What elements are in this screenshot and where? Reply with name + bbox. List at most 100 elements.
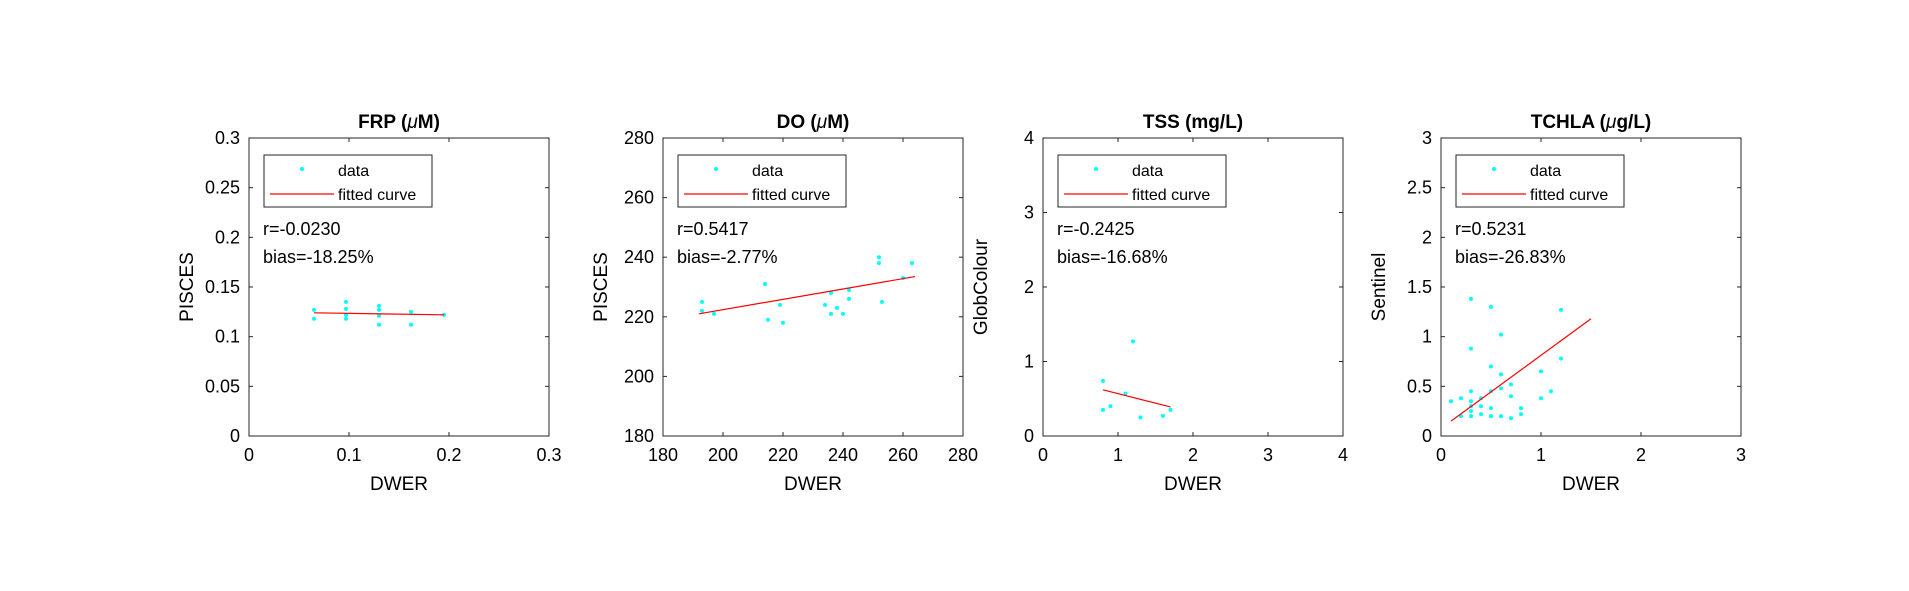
- data-point: [344, 316, 348, 321]
- x-tick-label: 0: [1436, 445, 1446, 465]
- data-point: [377, 303, 381, 308]
- chart-title: FRP (μM): [358, 112, 440, 133]
- x-tick-label: 3: [1736, 445, 1746, 465]
- y-tick-label: 2: [1422, 227, 1432, 247]
- data-point: [1489, 364, 1493, 369]
- legend-data-marker: [300, 167, 304, 171]
- data-point: [847, 296, 851, 301]
- y-tick-label: 240: [624, 247, 654, 267]
- legend-fit-label: fitted curve: [752, 187, 830, 204]
- x-tick-label: 1: [1536, 445, 1546, 465]
- y-tick-label: 0.5: [1407, 376, 1432, 396]
- data-point: [1499, 372, 1503, 377]
- fitted-curve-line: [313, 312, 445, 316]
- data-point: [312, 316, 316, 321]
- y-tick-label: 0.15: [205, 277, 240, 297]
- data-point: [829, 290, 833, 295]
- y-tick-label: 0.25: [205, 178, 240, 198]
- data-point: [880, 299, 884, 304]
- data-point: [377, 322, 381, 327]
- y-tick-label: 220: [624, 307, 654, 327]
- data-point: [344, 306, 348, 311]
- stat-bias: bias=-18.25%: [263, 247, 374, 267]
- y-axis-label: GlobColour: [971, 238, 992, 335]
- y-tick-label: 0.3: [215, 128, 240, 148]
- title-main: DO (: [777, 112, 818, 133]
- data-point: [1161, 413, 1165, 418]
- title-rest: g/L): [1616, 112, 1651, 133]
- data-point: [1559, 307, 1563, 312]
- data-point: [1469, 399, 1473, 404]
- stat-r: r=0.5417: [677, 219, 749, 239]
- data-point: [377, 307, 381, 312]
- data-point: [1509, 382, 1513, 387]
- legend-data-marker: [1094, 167, 1098, 171]
- data-point: [1519, 412, 1523, 417]
- data-point: [1489, 414, 1493, 419]
- y-axis-label: PISCES: [177, 252, 198, 322]
- data-point: [409, 322, 413, 327]
- y-tick-label: 0.2: [215, 227, 240, 247]
- stat-bias: bias=-26.83%: [1455, 247, 1566, 267]
- data-point: [763, 282, 767, 287]
- x-tick-label: 220: [768, 445, 798, 465]
- legend-fit-label: fitted curve: [1132, 187, 1210, 204]
- y-tick-label: 2.5: [1407, 178, 1432, 198]
- chart-title: TCHLA (μg/L): [1531, 112, 1652, 133]
- stat-r: r=0.5231: [1455, 219, 1527, 239]
- data-point: [1509, 394, 1513, 399]
- stat-r: r=-0.0230: [263, 219, 341, 239]
- data-point: [312, 307, 316, 312]
- data-point: [1479, 404, 1483, 409]
- data-point: [1138, 415, 1143, 420]
- x-tick-label: 2: [1188, 445, 1198, 465]
- data-point: [1131, 339, 1135, 344]
- y-axis-label: PISCES: [591, 252, 612, 322]
- data-point: [1499, 386, 1503, 391]
- subplot-4: 0 1 2 3 0 0.5 1 1.5 2 2.5 3 DWER Sentinel TCHLA (μg/L…: [1369, 112, 1746, 495]
- y-tick-label: 0: [230, 426, 240, 446]
- data-point: [1469, 389, 1473, 394]
- legend-box: [263, 154, 433, 208]
- x-tick-label: 280: [948, 445, 978, 465]
- title-greek: μ: [406, 112, 418, 133]
- data-point: [877, 261, 881, 266]
- data-point: [829, 311, 833, 316]
- x-tick-label: 3: [1263, 445, 1273, 465]
- data-point: [1449, 399, 1453, 404]
- y-tick-label: 3: [1024, 203, 1034, 223]
- y-tick-label: 0.1: [215, 327, 240, 347]
- x-axis-label: DWER: [370, 474, 428, 495]
- y-tick-label: 1: [1024, 352, 1034, 372]
- data-point: [823, 302, 827, 307]
- legend-data-marker: [714, 167, 718, 171]
- data-point: [1509, 416, 1513, 421]
- legend-data-marker: [1492, 167, 1496, 171]
- x-tick-label: 240: [828, 445, 858, 465]
- x-tick-label: 0: [1038, 445, 1048, 465]
- title-main: TCHLA (: [1531, 112, 1607, 133]
- legend-fit-label: fitted curve: [338, 187, 416, 204]
- data-point: [1489, 304, 1493, 309]
- stat-bias: bias=-2.77%: [677, 247, 778, 267]
- data-point: [910, 261, 914, 266]
- data-point: [1459, 396, 1463, 401]
- data-point: [1499, 332, 1503, 337]
- legend-box: [1057, 154, 1227, 208]
- subplot-2: 180 200 220 240 260 280 180 200 220 240 260 280 DWER…: [591, 112, 978, 495]
- data-point: [841, 311, 845, 316]
- data-point: [700, 299, 704, 304]
- data-point: [1469, 296, 1473, 301]
- data-point: [1469, 346, 1473, 351]
- data-point: [1559, 356, 1563, 361]
- y-tick-label: 260: [624, 188, 654, 208]
- y-tick-label: 0: [1422, 426, 1432, 446]
- stat-bias: bias=-16.68%: [1057, 247, 1168, 267]
- data-point: [1539, 396, 1543, 401]
- fitted-curve-line: [1102, 389, 1171, 408]
- data-point: [1499, 414, 1503, 419]
- data-point: [1539, 369, 1543, 374]
- data-point: [1101, 407, 1105, 412]
- legend-box: [677, 154, 847, 208]
